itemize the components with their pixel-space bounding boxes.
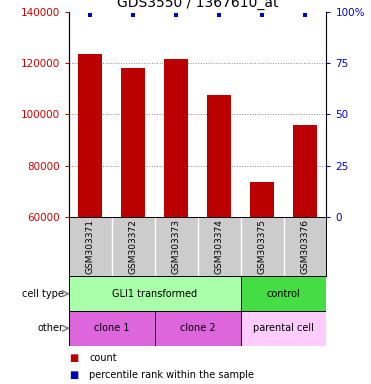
Text: ■: ■ [69,353,78,363]
Bar [240,276,326,311]
Text: count: count [89,353,116,363]
Bar [121,68,145,217]
Text: GLI1 transformed: GLI1 transformed [112,289,197,299]
Text: GSM303375: GSM303375 [257,219,266,274]
Bar [69,311,155,346]
Text: GSM303371: GSM303371 [86,219,95,274]
Text: percentile rank within the sample: percentile rank within the sample [89,370,254,380]
Text: clone 2: clone 2 [180,323,216,333]
Bar [78,54,102,217]
Text: GSM303373: GSM303373 [171,219,181,274]
Title: GDS3550 / 1367610_at: GDS3550 / 1367610_at [117,0,278,10]
Text: cell type: cell type [22,289,63,299]
Text: GSM303376: GSM303376 [301,219,309,274]
Text: parental cell: parental cell [253,323,314,333]
Bar [207,95,231,217]
Bar [155,311,240,346]
Text: control: control [267,289,301,299]
Text: GSM303374: GSM303374 [214,219,224,274]
Text: other: other [37,323,63,333]
Bar [250,182,274,217]
Bar [240,311,326,346]
Bar [69,276,240,311]
Text: ■: ■ [69,370,78,380]
Bar [164,59,188,217]
Text: GSM303372: GSM303372 [129,219,138,274]
Bar [293,124,317,217]
Text: clone 1: clone 1 [94,323,129,333]
